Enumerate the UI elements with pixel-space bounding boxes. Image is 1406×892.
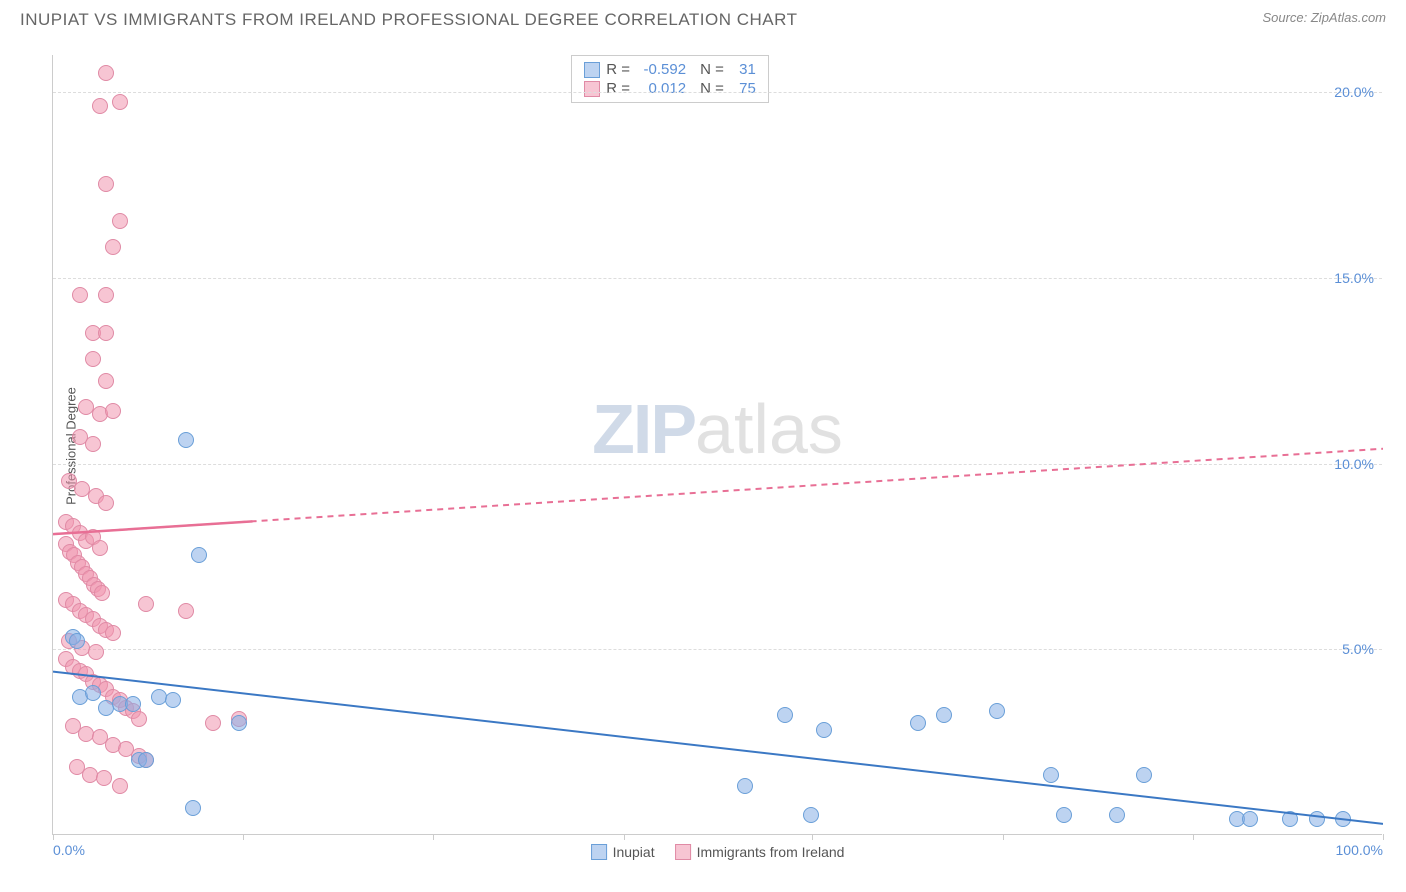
stat-r-label: R = bbox=[606, 61, 630, 78]
data-point bbox=[96, 770, 112, 786]
data-point bbox=[94, 585, 110, 601]
stat-n-value: 75 bbox=[730, 80, 756, 97]
watermark-zip: ZIP bbox=[592, 390, 695, 468]
data-point bbox=[98, 495, 114, 511]
data-point bbox=[1282, 811, 1298, 827]
legend-item-inupiat: Inupiat bbox=[591, 844, 655, 860]
data-point bbox=[69, 633, 85, 649]
data-point bbox=[92, 98, 108, 114]
stat-n-label: N = bbox=[700, 61, 724, 78]
data-point bbox=[85, 436, 101, 452]
x-tick bbox=[624, 834, 625, 840]
data-point bbox=[138, 596, 154, 612]
data-point bbox=[777, 707, 793, 723]
x-tick-label: 100.0% bbox=[1336, 842, 1383, 858]
x-tick bbox=[1383, 834, 1384, 840]
legend-label-ireland: Immigrants from Ireland bbox=[697, 844, 845, 860]
legend-swatch-ireland bbox=[675, 844, 691, 860]
y-tick-label: 5.0% bbox=[1342, 641, 1374, 657]
stat-r-value: 0.012 bbox=[636, 80, 686, 97]
gridline bbox=[53, 464, 1382, 465]
data-point bbox=[88, 644, 104, 660]
data-point bbox=[816, 722, 832, 738]
stat-swatch bbox=[584, 81, 600, 97]
data-point bbox=[98, 325, 114, 341]
stat-r-label: R = bbox=[606, 80, 630, 97]
data-point bbox=[98, 287, 114, 303]
data-point bbox=[178, 603, 194, 619]
stat-n-value: 31 bbox=[730, 61, 756, 78]
chart-title: INUPIAT VS IMMIGRANTS FROM IRELAND PROFE… bbox=[20, 10, 798, 30]
data-point bbox=[1109, 807, 1125, 823]
source-attribution: Source: ZipAtlas.com bbox=[1262, 10, 1386, 25]
gridline bbox=[53, 278, 1382, 279]
x-tick bbox=[433, 834, 434, 840]
data-point bbox=[1136, 767, 1152, 783]
data-point bbox=[191, 547, 207, 563]
data-point bbox=[1335, 811, 1351, 827]
x-tick bbox=[243, 834, 244, 840]
x-tick bbox=[1193, 834, 1194, 840]
data-point bbox=[85, 685, 101, 701]
y-tick-label: 15.0% bbox=[1334, 270, 1374, 286]
data-point bbox=[1309, 811, 1325, 827]
data-point bbox=[105, 239, 121, 255]
legend-label-inupiat: Inupiat bbox=[613, 844, 655, 860]
stat-row: R = -0.592 N = 31 bbox=[584, 60, 756, 79]
x-tick-label: 0.0% bbox=[53, 842, 85, 858]
data-point bbox=[910, 715, 926, 731]
data-point bbox=[105, 625, 121, 641]
data-point bbox=[72, 287, 88, 303]
data-point bbox=[1242, 811, 1258, 827]
chart-plot-area: ZIPatlas R =-0.592N =31R =0.012N =75 Inu… bbox=[52, 55, 1382, 835]
gridline bbox=[53, 92, 1382, 93]
trend-line bbox=[53, 672, 1383, 824]
series-legend: Inupiat Immigrants from Ireland bbox=[591, 844, 845, 860]
data-point bbox=[98, 65, 114, 81]
x-tick bbox=[53, 834, 54, 840]
data-point bbox=[138, 752, 154, 768]
data-point bbox=[165, 692, 181, 708]
y-tick-label: 10.0% bbox=[1334, 456, 1374, 472]
x-tick bbox=[1003, 834, 1004, 840]
data-point bbox=[803, 807, 819, 823]
data-point bbox=[112, 94, 128, 110]
legend-swatch-inupiat bbox=[591, 844, 607, 860]
data-point bbox=[936, 707, 952, 723]
gridline bbox=[53, 649, 1382, 650]
data-point bbox=[98, 373, 114, 389]
stat-swatch bbox=[584, 62, 600, 78]
data-point bbox=[989, 703, 1005, 719]
data-point bbox=[98, 176, 114, 192]
data-point bbox=[85, 351, 101, 367]
stat-n-label: N = bbox=[700, 80, 724, 97]
x-tick bbox=[812, 834, 813, 840]
trend-lines bbox=[53, 55, 1383, 835]
trend-line bbox=[53, 449, 1383, 534]
data-point bbox=[125, 696, 141, 712]
data-point bbox=[112, 213, 128, 229]
correlation-stats-box: R = -0.592 N = 31 R = 0.012 N = 75 bbox=[571, 55, 769, 103]
data-point bbox=[185, 800, 201, 816]
data-point bbox=[1056, 807, 1072, 823]
watermark-atlas: atlas bbox=[695, 390, 843, 468]
data-point bbox=[131, 711, 147, 727]
data-point bbox=[1043, 767, 1059, 783]
data-point bbox=[231, 715, 247, 731]
stat-r-value: -0.592 bbox=[636, 61, 686, 78]
watermark: ZIPatlas bbox=[592, 389, 843, 469]
data-point bbox=[178, 432, 194, 448]
data-point bbox=[92, 540, 108, 556]
data-point bbox=[112, 778, 128, 794]
data-point bbox=[737, 778, 753, 794]
data-point bbox=[205, 715, 221, 731]
legend-item-ireland: Immigrants from Ireland bbox=[675, 844, 845, 860]
y-tick-label: 20.0% bbox=[1334, 84, 1374, 100]
data-point bbox=[105, 403, 121, 419]
stat-row: R = 0.012 N = 75 bbox=[584, 79, 756, 98]
